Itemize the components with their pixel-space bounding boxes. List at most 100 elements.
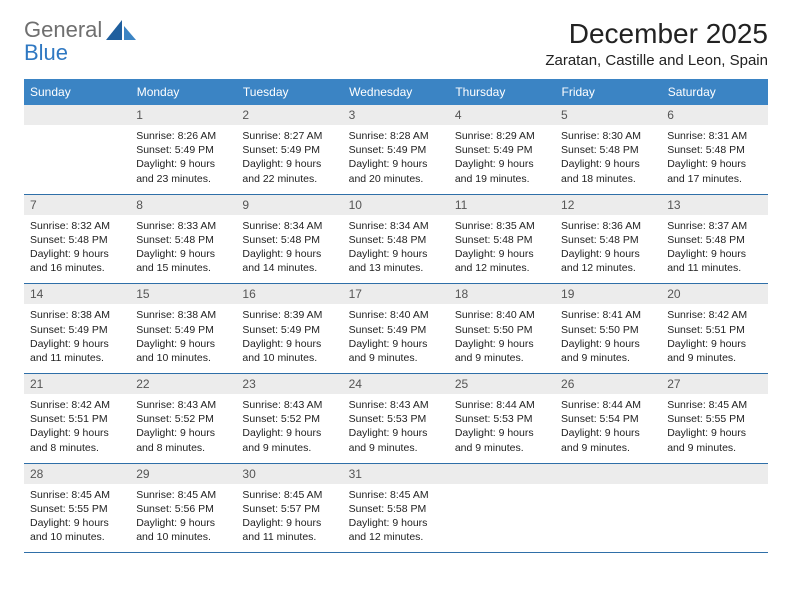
day-number: 5 (555, 105, 661, 125)
month-title: December 2025 (545, 18, 768, 50)
day-number: 27 (661, 374, 767, 394)
day-cell: 15Sunrise: 8:38 AMSunset: 5:49 PMDayligh… (130, 284, 236, 374)
weekday-header: SundayMondayTuesdayWednesdayThursdayFrid… (24, 79, 768, 105)
day-number: 29 (130, 464, 236, 484)
day-details: Sunrise: 8:36 AMSunset: 5:48 PMDaylight:… (555, 215, 661, 284)
day-number: 25 (449, 374, 555, 394)
day-cell: 17Sunrise: 8:40 AMSunset: 5:49 PMDayligh… (343, 284, 449, 374)
brand-line2: Blue (24, 40, 68, 65)
day-number: 14 (24, 284, 130, 304)
day-cell: 26Sunrise: 8:44 AMSunset: 5:54 PMDayligh… (555, 374, 661, 464)
day-number: 12 (555, 195, 661, 215)
day-cell (24, 105, 130, 194)
day-cell: 27Sunrise: 8:45 AMSunset: 5:55 PMDayligh… (661, 374, 767, 464)
day-details: Sunrise: 8:43 AMSunset: 5:52 PMDaylight:… (130, 394, 236, 463)
day-number: 20 (661, 284, 767, 304)
day-cell: 21Sunrise: 8:42 AMSunset: 5:51 PMDayligh… (24, 374, 130, 464)
brand-logo: General Blue (24, 18, 136, 64)
day-cell: 4Sunrise: 8:29 AMSunset: 5:49 PMDaylight… (449, 105, 555, 194)
day-details (24, 125, 130, 181)
day-details: Sunrise: 8:40 AMSunset: 5:49 PMDaylight:… (343, 304, 449, 373)
day-cell: 3Sunrise: 8:28 AMSunset: 5:49 PMDaylight… (343, 105, 449, 194)
day-cell: 19Sunrise: 8:41 AMSunset: 5:50 PMDayligh… (555, 284, 661, 374)
weekday-saturday: Saturday (661, 79, 767, 105)
day-number (661, 464, 767, 484)
day-details: Sunrise: 8:40 AMSunset: 5:50 PMDaylight:… (449, 304, 555, 373)
day-number: 9 (236, 195, 342, 215)
day-cell: 12Sunrise: 8:36 AMSunset: 5:48 PMDayligh… (555, 194, 661, 284)
day-cell: 30Sunrise: 8:45 AMSunset: 5:57 PMDayligh… (236, 463, 342, 553)
week-row: 21Sunrise: 8:42 AMSunset: 5:51 PMDayligh… (24, 374, 768, 464)
day-details: Sunrise: 8:39 AMSunset: 5:49 PMDaylight:… (236, 304, 342, 373)
day-details: Sunrise: 8:32 AMSunset: 5:48 PMDaylight:… (24, 215, 130, 284)
day-details: Sunrise: 8:45 AMSunset: 5:55 PMDaylight:… (661, 394, 767, 463)
brand-line1: General (24, 17, 102, 42)
weekday-tuesday: Tuesday (236, 79, 342, 105)
day-cell: 8Sunrise: 8:33 AMSunset: 5:48 PMDaylight… (130, 194, 236, 284)
day-number: 17 (343, 284, 449, 304)
day-details: Sunrise: 8:38 AMSunset: 5:49 PMDaylight:… (130, 304, 236, 373)
day-cell (555, 463, 661, 553)
day-number: 2 (236, 105, 342, 125)
day-details: Sunrise: 8:43 AMSunset: 5:52 PMDaylight:… (236, 394, 342, 463)
day-cell: 7Sunrise: 8:32 AMSunset: 5:48 PMDaylight… (24, 194, 130, 284)
day-cell: 5Sunrise: 8:30 AMSunset: 5:48 PMDaylight… (555, 105, 661, 194)
day-number: 23 (236, 374, 342, 394)
day-number (24, 105, 130, 125)
day-details: Sunrise: 8:43 AMSunset: 5:53 PMDaylight:… (343, 394, 449, 463)
weekday-monday: Monday (130, 79, 236, 105)
day-details: Sunrise: 8:30 AMSunset: 5:48 PMDaylight:… (555, 125, 661, 194)
day-details: Sunrise: 8:35 AMSunset: 5:48 PMDaylight:… (449, 215, 555, 284)
day-cell: 9Sunrise: 8:34 AMSunset: 5:48 PMDaylight… (236, 194, 342, 284)
day-details (449, 484, 555, 540)
day-details: Sunrise: 8:44 AMSunset: 5:53 PMDaylight:… (449, 394, 555, 463)
day-number: 6 (661, 105, 767, 125)
day-number: 8 (130, 195, 236, 215)
day-number: 24 (343, 374, 449, 394)
brand-text: General Blue (24, 18, 102, 64)
day-details: Sunrise: 8:37 AMSunset: 5:48 PMDaylight:… (661, 215, 767, 284)
day-details: Sunrise: 8:29 AMSunset: 5:49 PMDaylight:… (449, 125, 555, 194)
day-details: Sunrise: 8:45 AMSunset: 5:56 PMDaylight:… (130, 484, 236, 553)
day-cell: 18Sunrise: 8:40 AMSunset: 5:50 PMDayligh… (449, 284, 555, 374)
day-cell: 28Sunrise: 8:45 AMSunset: 5:55 PMDayligh… (24, 463, 130, 553)
day-details: Sunrise: 8:45 AMSunset: 5:57 PMDaylight:… (236, 484, 342, 553)
day-cell: 10Sunrise: 8:34 AMSunset: 5:48 PMDayligh… (343, 194, 449, 284)
day-number: 15 (130, 284, 236, 304)
day-number: 7 (24, 195, 130, 215)
day-number: 13 (661, 195, 767, 215)
day-number: 11 (449, 195, 555, 215)
day-cell: 20Sunrise: 8:42 AMSunset: 5:51 PMDayligh… (661, 284, 767, 374)
day-details: Sunrise: 8:26 AMSunset: 5:49 PMDaylight:… (130, 125, 236, 194)
day-cell: 1Sunrise: 8:26 AMSunset: 5:49 PMDaylight… (130, 105, 236, 194)
day-cell: 14Sunrise: 8:38 AMSunset: 5:49 PMDayligh… (24, 284, 130, 374)
day-details (661, 484, 767, 540)
day-number: 30 (236, 464, 342, 484)
day-details: Sunrise: 8:31 AMSunset: 5:48 PMDaylight:… (661, 125, 767, 194)
calendar-table: SundayMondayTuesdayWednesdayThursdayFrid… (24, 79, 768, 553)
day-details: Sunrise: 8:42 AMSunset: 5:51 PMDaylight:… (24, 394, 130, 463)
day-cell (449, 463, 555, 553)
day-cell: 23Sunrise: 8:43 AMSunset: 5:52 PMDayligh… (236, 374, 342, 464)
day-number: 18 (449, 284, 555, 304)
day-cell: 24Sunrise: 8:43 AMSunset: 5:53 PMDayligh… (343, 374, 449, 464)
day-number: 28 (24, 464, 130, 484)
day-number (449, 464, 555, 484)
weekday-friday: Friday (555, 79, 661, 105)
calendar-page: General Blue December 2025 Zaratan, Cast… (0, 0, 792, 571)
day-cell: 16Sunrise: 8:39 AMSunset: 5:49 PMDayligh… (236, 284, 342, 374)
day-cell: 13Sunrise: 8:37 AMSunset: 5:48 PMDayligh… (661, 194, 767, 284)
weekday-sunday: Sunday (24, 79, 130, 105)
day-details: Sunrise: 8:27 AMSunset: 5:49 PMDaylight:… (236, 125, 342, 194)
day-cell: 11Sunrise: 8:35 AMSunset: 5:48 PMDayligh… (449, 194, 555, 284)
day-cell: 6Sunrise: 8:31 AMSunset: 5:48 PMDaylight… (661, 105, 767, 194)
day-number (555, 464, 661, 484)
day-details: Sunrise: 8:38 AMSunset: 5:49 PMDaylight:… (24, 304, 130, 373)
week-row: 14Sunrise: 8:38 AMSunset: 5:49 PMDayligh… (24, 284, 768, 374)
day-details: Sunrise: 8:34 AMSunset: 5:48 PMDaylight:… (343, 215, 449, 284)
day-number: 1 (130, 105, 236, 125)
title-block: December 2025 Zaratan, Castille and Leon… (545, 18, 768, 69)
day-number: 10 (343, 195, 449, 215)
day-cell: 22Sunrise: 8:43 AMSunset: 5:52 PMDayligh… (130, 374, 236, 464)
weekday-wednesday: Wednesday (343, 79, 449, 105)
